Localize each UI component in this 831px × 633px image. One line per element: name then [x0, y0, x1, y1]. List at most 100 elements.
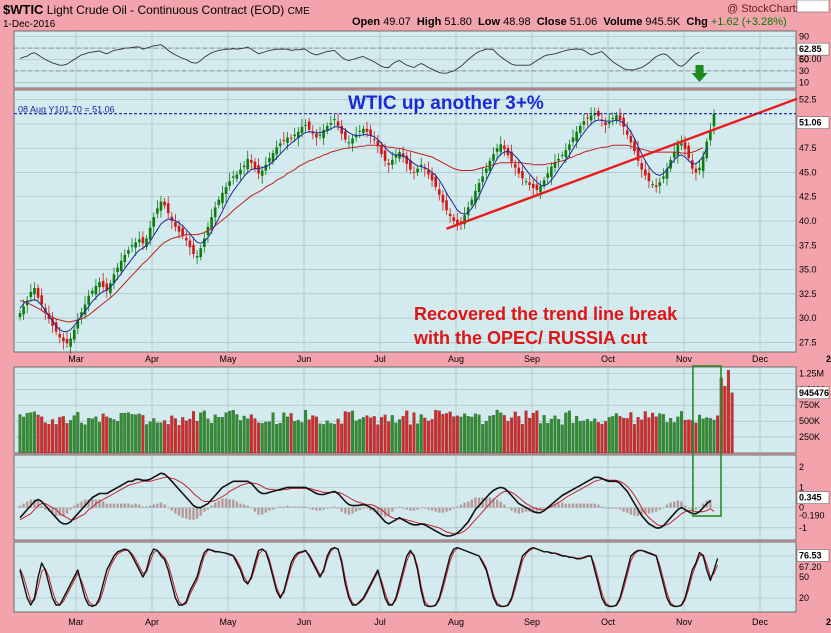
macd-histogram-bar [618, 507, 622, 510]
volume-bar [426, 420, 430, 454]
volume-bar [145, 424, 149, 454]
volume-bar [716, 415, 720, 454]
candle-body [105, 283, 109, 291]
candle-body [495, 148, 499, 152]
green-arrow-icon [691, 73, 708, 82]
price-tick-label: 32.5 [799, 289, 817, 299]
candle-body [65, 338, 69, 344]
candle-body [76, 319, 80, 329]
volume-bar [372, 416, 376, 454]
candle-body [340, 125, 343, 134]
volume-bar [730, 392, 734, 454]
macd-histogram-bar [564, 503, 568, 508]
candle-body [694, 168, 698, 173]
volume-bar [455, 415, 459, 454]
volume-bar [336, 418, 340, 454]
exchange: CME [287, 6, 310, 17]
volume-bar [629, 412, 633, 454]
trend-line [446, 97, 798, 230]
volume-bar [672, 422, 676, 454]
candle-body [192, 244, 195, 254]
volume-bar [249, 414, 253, 454]
macd-histogram-bar [687, 507, 690, 509]
candle-body [586, 117, 589, 119]
candle-body [698, 167, 701, 171]
macd-tick-label: -1 [799, 523, 807, 533]
candle-body [210, 217, 213, 230]
candle-body [333, 119, 336, 121]
volume-bar [542, 415, 546, 454]
candle-body [94, 286, 98, 295]
volume-bar [87, 418, 91, 454]
macd-histogram-bar [170, 507, 174, 511]
volume-bar [412, 412, 416, 454]
macd-histogram-bar [322, 507, 325, 510]
candle-body [578, 125, 582, 133]
macd-histogram-bar [427, 507, 430, 510]
rsi-tick-label: 10 [799, 77, 809, 87]
volume-bar [36, 414, 40, 454]
volume-bar [54, 424, 58, 454]
stoch-k-line [19, 546, 719, 608]
volume-bar [141, 415, 145, 454]
volume-bar [257, 422, 261, 454]
macd-histogram-bar [463, 502, 466, 508]
volume-bar [477, 414, 481, 454]
ma-fast-line [19, 119, 708, 333]
candle-body [416, 168, 419, 173]
volume-bar [98, 422, 102, 454]
volume-bar [340, 423, 344, 454]
macd-histogram-bar [76, 503, 80, 508]
volume-bar [293, 421, 297, 454]
volume-bar [687, 419, 691, 454]
volume-bar [195, 421, 199, 454]
headline-annotation: WTIC up another 3+% [348, 93, 544, 114]
candle-body [575, 131, 578, 142]
macd-histogram-bar [228, 499, 231, 508]
month-label: Mar [68, 617, 84, 627]
macd-histogram-bar [185, 507, 188, 519]
volume-bar [231, 410, 235, 454]
macd-histogram-bar [683, 505, 687, 508]
volume-bar [79, 422, 83, 454]
macd-histogram-bar [647, 507, 651, 514]
volume-bar [636, 417, 640, 454]
volume-bar [177, 425, 181, 454]
candle-body [615, 115, 618, 121]
month-label: Oct [601, 354, 616, 364]
volume-bar [199, 412, 203, 454]
macd-histogram-bar [347, 507, 351, 515]
volume-bar [578, 421, 582, 454]
candle-body [463, 215, 466, 225]
price-tick-label: 27.5 [799, 337, 817, 347]
candle-body [376, 140, 380, 147]
macd-histogram-bar [253, 507, 257, 512]
candle-body [474, 190, 477, 204]
candle-body [654, 185, 658, 188]
macd-histogram-bar [517, 507, 521, 514]
volume-bar [105, 416, 109, 454]
candle-body [662, 176, 665, 179]
candle-body [427, 169, 430, 175]
candle-body [470, 199, 474, 206]
macd-histogram-bar [676, 500, 680, 508]
candle-body [499, 144, 503, 152]
macd-histogram-bar [116, 503, 119, 508]
candle-body [550, 166, 553, 177]
volume-bar [18, 414, 22, 454]
volume-bar [647, 417, 651, 454]
candle-body [658, 182, 662, 186]
candle-body [362, 128, 365, 134]
candle-body [419, 164, 423, 167]
candle-body [166, 203, 170, 214]
macd-histogram-bar [535, 507, 539, 512]
volume-bar [632, 424, 636, 454]
macd-histogram-bar [626, 507, 629, 513]
macd-histogram-bar [467, 501, 470, 508]
volume-bar [155, 422, 159, 454]
macd-histogram-bar [492, 498, 495, 508]
macd-histogram-bar [80, 501, 83, 508]
volume-bar [708, 418, 712, 454]
macd-histogram-bar [438, 507, 441, 513]
volume-bar [614, 413, 618, 454]
